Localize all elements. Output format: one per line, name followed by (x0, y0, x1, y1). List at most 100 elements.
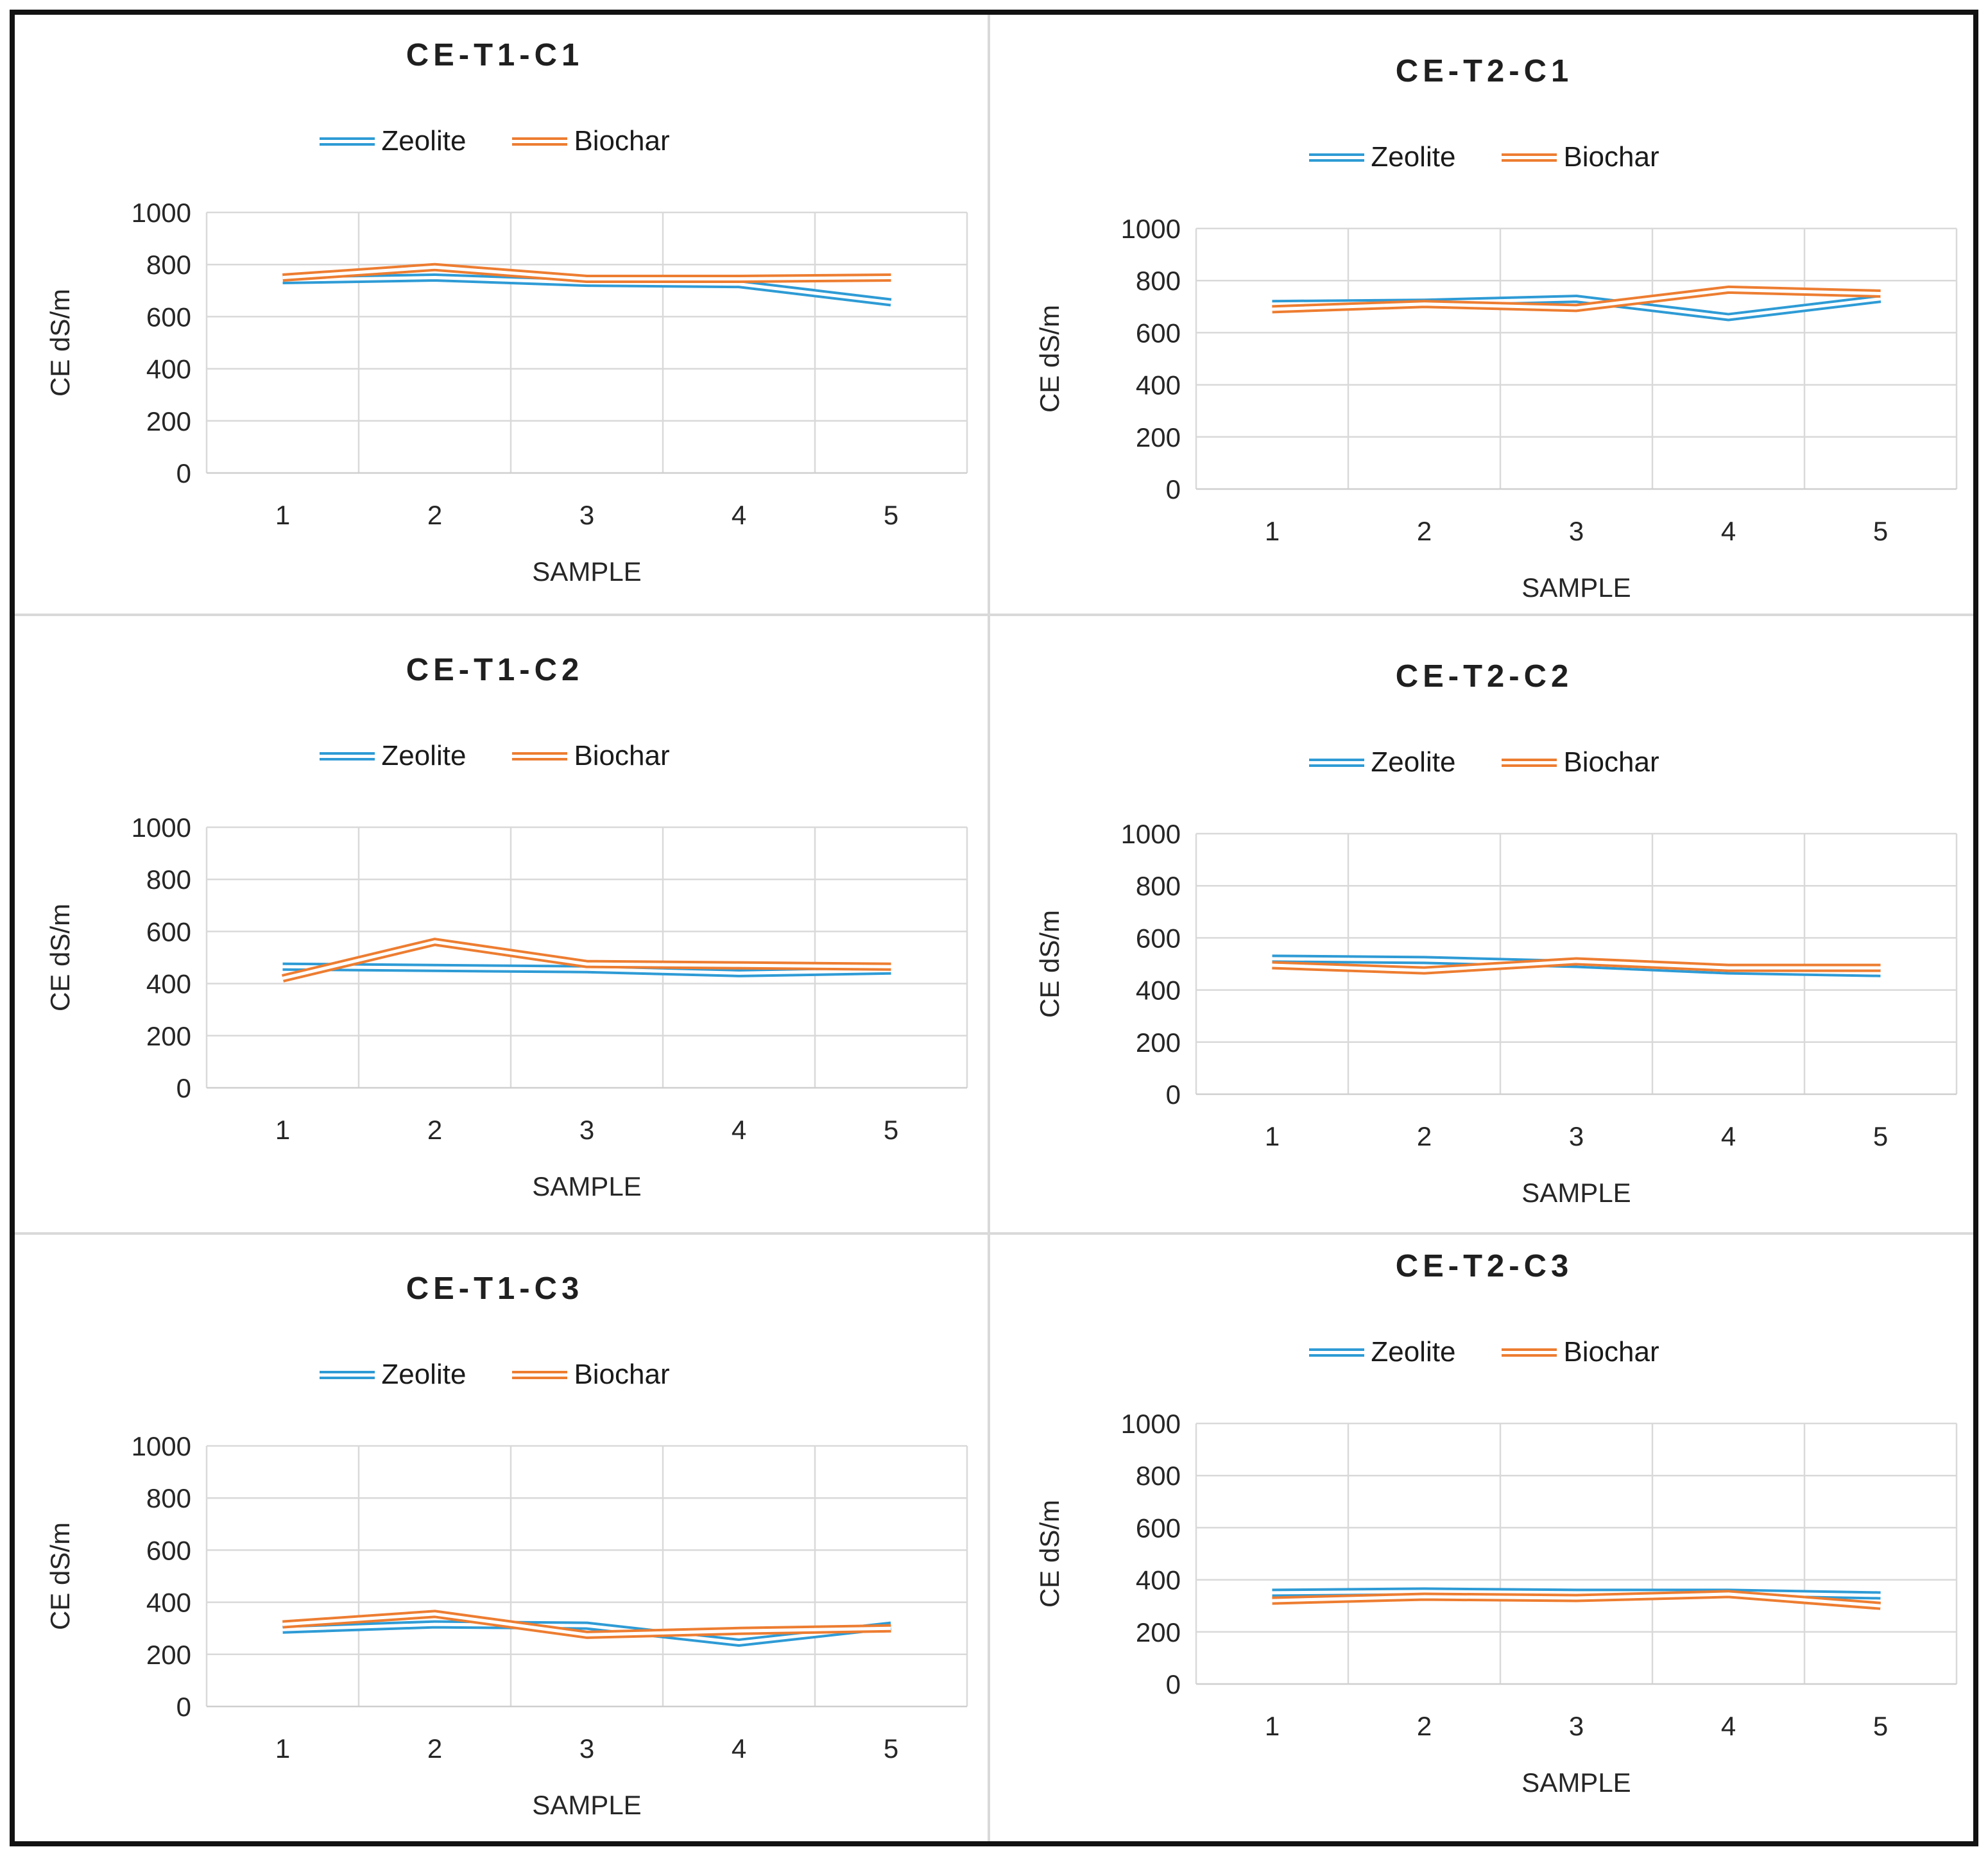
y-tick-label: 600 (146, 916, 191, 947)
zeolite-line-swatch-icon (1309, 758, 1365, 767)
y-tick-label: 800 (1136, 871, 1181, 901)
chart-title: CE-T2-C3 (1395, 1249, 1573, 1284)
y-tick-label: 600 (1136, 318, 1181, 348)
x-tick-label: 4 (1721, 1711, 1736, 1741)
series-line-biochar-inner-gap (1272, 959, 1881, 972)
legend-item-zeolite: Zeolite (1309, 1338, 1455, 1366)
legend-label-zeolite: Zeolite (1371, 746, 1456, 778)
zeolite-line-swatch-icon (320, 137, 375, 146)
legend-item-biochar: Biochar (512, 740, 670, 771)
chart-panel-ce-t2-c2: 0 200 400 600 800 1000 CE dS/m 1 2 3 4 5 SAMPLE CE-T… (990, 615, 1988, 1233)
x-tick-label: 1 (1265, 516, 1280, 546)
y-tick-label: 200 (1136, 1617, 1181, 1647)
y-tick-label: 200 (146, 1640, 191, 1670)
legend-label-biochar: Biochar (574, 740, 670, 771)
y-axis-title: CE dS/m (1034, 305, 1065, 413)
y-axis-title: CE dS/m (1034, 910, 1065, 1018)
x-tick-label: 5 (884, 500, 898, 530)
legend-item-zeolite: Zeolite (1309, 748, 1455, 777)
series-line-biochar-inner-gap (282, 1612, 891, 1637)
legend-label-zeolite: Zeolite (381, 1359, 467, 1390)
zeolite-line-swatch-icon (320, 752, 375, 760)
zeolite-line-swatch-icon (1309, 1348, 1365, 1357)
y-tick-label: 0 (1166, 474, 1181, 504)
series-line-biochar-inner-gap (1272, 288, 1881, 311)
legend-label-zeolite: Zeolite (381, 740, 467, 771)
x-tick-label: 4 (1721, 516, 1736, 546)
y-axis-title: CE dS/m (45, 904, 75, 1011)
x-axis-title: SAMPLE (1521, 572, 1631, 603)
x-tick-label: 5 (1873, 516, 1888, 546)
x-tick-label: 4 (1721, 1121, 1736, 1151)
y-tick-label: 1000 (1121, 819, 1181, 849)
y-tick-label: 800 (146, 864, 191, 895)
x-axis-title: SAMPLE (532, 1171, 641, 1201)
x-tick-label: 1 (275, 500, 290, 530)
x-tick-label: 4 (732, 500, 746, 530)
x-tick-label: 3 (579, 1733, 594, 1764)
chart-legend: Zeolite Biochar (0, 1361, 990, 1389)
legend-item-zeolite: Zeolite (320, 742, 466, 770)
y-tick-label: 600 (1136, 923, 1181, 953)
chart-canvas-ce-t2-c1: 0 200 400 600 800 1000 CE dS/m 1 2 3 4 5 SAMPLE (1034, 214, 1958, 603)
series-line-biochar-inner-gap (1272, 1592, 1881, 1608)
chart-panel-ce-t2-c3: 0 200 400 600 800 1000 CE dS/m 1 2 3 4 5 SAMPLE CE-T… (990, 1233, 1988, 1842)
y-tick-label: 800 (146, 250, 191, 280)
x-tick-label: 2 (1417, 516, 1432, 546)
x-tick-label: 1 (275, 1733, 290, 1764)
legend-label-biochar: Biochar (1563, 141, 1659, 173)
y-tick-label: 1000 (132, 198, 191, 228)
chart-title: CE-T2-C2 (1395, 659, 1573, 694)
chart-canvas-ce-t1-c3: 0 200 400 600 800 1000 CE dS/m 1 2 3 4 5 SAMPLE (45, 1431, 968, 1820)
chart-panel-ce-t1-c3: 0 200 400 600 800 1000 CE dS/m 1 2 3 4 5 SAMPLE CE-T… (0, 1233, 990, 1842)
biochar-line-swatch-icon (1502, 153, 1557, 162)
x-tick-label: 3 (579, 1115, 594, 1145)
y-tick-label: 0 (176, 1073, 191, 1103)
chart-title: CE-T1-C3 (406, 1271, 584, 1306)
y-tick-label: 800 (1136, 1461, 1181, 1491)
x-axis-title: SAMPLE (532, 1790, 641, 1820)
chart-title: CE-T2-C1 (1395, 54, 1573, 89)
chart-legend: Zeolite Biochar (990, 1338, 1979, 1366)
biochar-line-swatch-icon (512, 752, 568, 760)
x-axis-title: SAMPLE (1521, 1767, 1631, 1798)
legend-label-biochar: Biochar (1563, 746, 1659, 778)
chart-canvas-ce-t2-c2: 0 200 400 600 800 1000 CE dS/m 1 2 3 4 5 SAMPLE (1034, 819, 1958, 1208)
x-axis-title: SAMPLE (532, 556, 641, 587)
x-tick-label: 2 (427, 500, 442, 530)
chart-legend: Zeolite Biochar (0, 127, 990, 155)
y-tick-label: 400 (146, 354, 191, 384)
biochar-line-swatch-icon (512, 1370, 568, 1379)
chart-panel-ce-t2-c1: 0 200 400 600 800 1000 CE dS/m 1 2 3 4 5 SAMPLE CE-T… (990, 0, 1988, 615)
y-axis-title: CE dS/m (45, 1522, 75, 1630)
chart-panel-ce-t1-c2: 0 200 400 600 800 1000 CE dS/m 1 2 3 4 5 SAMPLE CE-T… (0, 615, 990, 1233)
y-tick-label: 0 (1166, 1079, 1181, 1110)
series-line-zeolite-inner-gap (282, 965, 891, 975)
x-tick-label: 1 (275, 1115, 290, 1145)
panel-divider-horizontal (15, 614, 1973, 616)
y-tick-label: 0 (176, 1692, 191, 1722)
x-tick-label: 3 (1569, 516, 1584, 546)
y-tick-label: 200 (146, 406, 191, 436)
biochar-line-swatch-icon (1502, 1348, 1557, 1357)
chart-title: CE-T1-C1 (406, 38, 584, 73)
y-tick-label: 400 (1136, 1565, 1181, 1595)
legend-item-zeolite: Zeolite (320, 127, 466, 155)
legend-item-zeolite: Zeolite (1309, 143, 1455, 171)
x-tick-label: 4 (732, 1733, 746, 1764)
y-tick-label: 400 (146, 969, 191, 999)
x-tick-label: 5 (1873, 1121, 1888, 1151)
legend-label-zeolite: Zeolite (1371, 141, 1456, 173)
chart-legend: Zeolite Biochar (990, 143, 1979, 171)
y-tick-label: 600 (1136, 1513, 1181, 1543)
legend-label-zeolite: Zeolite (1371, 1336, 1456, 1368)
x-tick-label: 2 (1417, 1711, 1432, 1741)
y-tick-label: 400 (1136, 370, 1181, 400)
legend-item-biochar: Biochar (512, 127, 670, 155)
legend-item-biochar: Biochar (1502, 1338, 1659, 1366)
x-tick-label: 2 (427, 1733, 442, 1764)
chart-title: CE-T1-C2 (406, 653, 584, 687)
x-tick-label: 2 (427, 1115, 442, 1145)
y-tick-label: 0 (176, 458, 191, 488)
y-tick-label: 1000 (132, 1431, 191, 1461)
